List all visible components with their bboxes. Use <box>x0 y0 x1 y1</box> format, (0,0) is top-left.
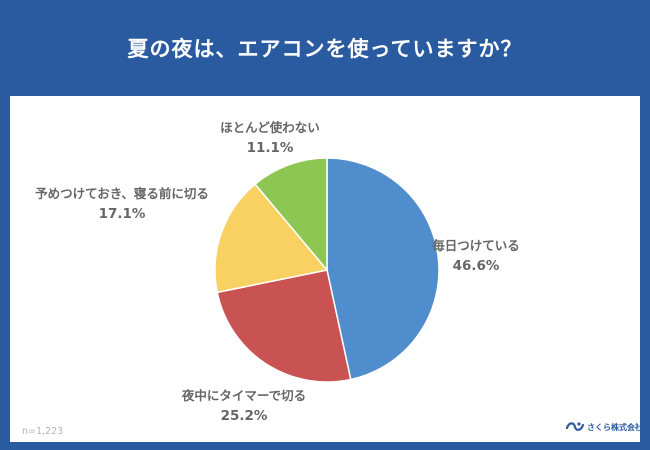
slice-name-daily: 毎日つけている <box>432 238 520 253</box>
pie-slice-timer <box>216 269 352 383</box>
chart-title: 夏の夜は、エアコンを使っていますか？ <box>127 37 523 61</box>
sample-size-note: n=1,223 <box>22 426 64 437</box>
slice-value-before-sleep: 17.1% <box>98 206 146 222</box>
pie-slice-daily <box>326 157 440 381</box>
logo-text: さくら株式会社 <box>587 422 643 432</box>
slice-label-timer: 夜中にタイマーで切る 25.2% <box>182 386 306 426</box>
slice-label-before-sleep: 予めつけておき、寝る前に切る 17.1% <box>35 184 209 224</box>
slice-value-daily: 46.6% <box>452 258 500 274</box>
slice-label-daily: 毎日つけている 46.6% <box>432 236 520 276</box>
slice-value-rarely: 11.1% <box>246 140 294 156</box>
slice-name-timer: 夜中にタイマーで切る <box>181 388 307 403</box>
title-band: 夏の夜は、エアコンを使っていますか？ <box>0 0 650 96</box>
slice-name-before-sleep: 予めつけておき、寝る前に切る <box>35 186 209 201</box>
slice-name-rarely: ほとんど使わない <box>220 120 320 135</box>
pie-slice-rarely <box>254 157 328 273</box>
pie-slice-before-sleep <box>214 183 329 294</box>
company-logo: さくら株式会社 <box>566 420 643 434</box>
slice-label-rarely: ほとんど使わない 11.1% <box>220 118 320 158</box>
logo-wave-icon <box>566 422 584 431</box>
slice-value-timer: 25.2% <box>220 408 268 424</box>
